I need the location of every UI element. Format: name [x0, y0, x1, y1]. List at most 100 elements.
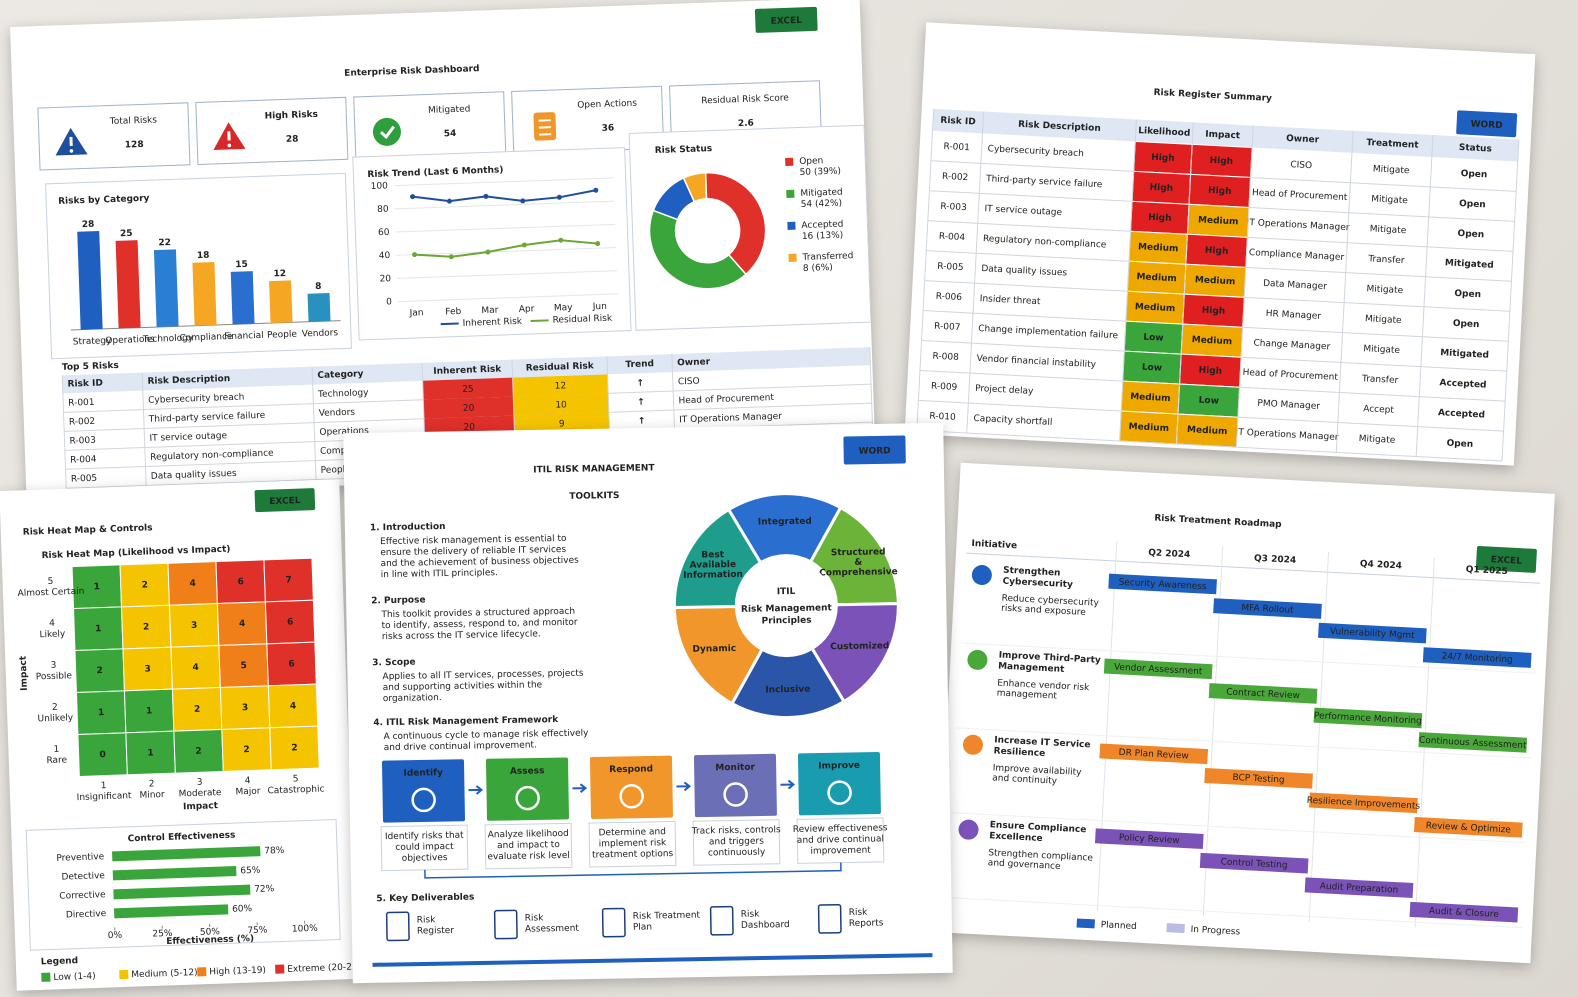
initiative-icon	[962, 734, 983, 755]
badge-label: EXCEL	[771, 16, 803, 27]
table-cell: Medium	[1130, 392, 1171, 404]
heatmap-sheet: EXCEL Risk Heat Map & Controls Risk Heat M…	[0, 479, 357, 991]
title: Risk Register Summary	[1153, 88, 1272, 104]
table-title: Top 5 Risks	[62, 361, 119, 373]
x-tick-label: Technology	[142, 333, 194, 345]
col-line	[1235, 125, 1254, 448]
heat-value: 1	[93, 582, 100, 592]
y-level: 3	[50, 661, 56, 671]
column-header: Residual Risk	[526, 361, 595, 373]
task-label: MFA Rollout	[1241, 603, 1294, 616]
table-cell: ↑	[637, 398, 645, 408]
x-tick-label: Mar	[481, 306, 499, 317]
heat-value: 2	[195, 747, 202, 757]
task-bar	[1213, 598, 1322, 619]
row-line	[947, 897, 1523, 929]
section-text: risks across the IT service lifecycle.	[382, 629, 541, 642]
step-icon	[723, 782, 748, 807]
task-label: Policy Review	[1119, 833, 1180, 846]
legend-value: 54 (42%)	[801, 199, 843, 210]
table-cell: R-009	[931, 382, 958, 393]
step-desc: Determine and	[598, 827, 666, 838]
step-name: Monitor	[715, 763, 755, 774]
table-cell: Mitigate	[1373, 164, 1411, 176]
bar	[112, 866, 237, 881]
y-label: Likely	[39, 629, 66, 640]
initiative-title: Increase IT Service	[994, 735, 1091, 750]
wheel-label: Available	[690, 560, 737, 571]
col-line	[1119, 119, 1137, 442]
table-cell: High	[1208, 186, 1232, 197]
initiative-title: Resilience	[993, 746, 1045, 759]
task-bar	[1304, 877, 1414, 898]
initiative-title: Management	[998, 661, 1065, 674]
table-cell: R-002	[942, 172, 969, 183]
task-bar	[1313, 707, 1423, 729]
line-point	[556, 194, 562, 200]
quarter-label: Q4 2024	[1360, 559, 1403, 571]
step-box	[797, 751, 881, 816]
wheel-segment	[726, 492, 843, 565]
col-line	[1501, 139, 1520, 462]
table-cell: Vendor financial instability	[976, 354, 1096, 370]
bar	[192, 261, 217, 326]
table-cell: High	[1198, 366, 1222, 377]
itil-sheet: WORD ITIL RISK MANAGEMENT TOOLKITS 1. Intro…	[343, 422, 953, 984]
kpi-value: 2.6	[738, 119, 754, 130]
task-label: Vulnerability Mgmt	[1330, 627, 1416, 641]
bar-value-label: 15	[235, 260, 248, 270]
feedback-loop	[424, 862, 842, 879]
legend-value: 16 (13%)	[802, 231, 844, 242]
table-cell: Mitigated	[1440, 348, 1489, 361]
step-arrow	[676, 781, 692, 792]
x-tick-label: Jun	[592, 302, 607, 313]
task-label: Vendor Assessment	[1114, 663, 1203, 678]
table-cell: Open	[1446, 439, 1473, 450]
table-cell: Accepted	[1438, 408, 1485, 420]
line-point	[446, 198, 452, 204]
task-label: DR Plan Review	[1118, 748, 1189, 762]
column-header: Trend	[625, 359, 654, 370]
table-cell: IT Operations Manager	[1235, 428, 1338, 443]
deliverable-label: Risk Treatment	[633, 911, 701, 922]
step-box	[485, 757, 569, 821]
legend-label: In Progress	[1190, 925, 1240, 938]
heat-value: 1	[146, 706, 153, 716]
table-cell: Open	[1454, 289, 1481, 300]
kpi-label: Total Risks	[109, 115, 158, 127]
section-text: and the achievement of business objectiv…	[380, 556, 579, 569]
bar	[77, 230, 103, 330]
wheel-label: Integrated	[758, 517, 812, 528]
table-cell: CISO	[678, 377, 700, 388]
badge	[843, 435, 906, 465]
heat-value: 5	[240, 661, 247, 671]
table-cell: Low	[1143, 333, 1164, 344]
table-cell: Technology	[317, 388, 369, 400]
table-cell: R-005	[937, 262, 964, 273]
badge-label: EXCEL	[269, 496, 301, 507]
step-desc: evaluate risk level	[487, 851, 570, 862]
chart-title: Risk Trend (Last 6 Months)	[367, 165, 503, 180]
deliverable-icon	[385, 911, 410, 942]
table-cell: Cybersecurity breach	[987, 144, 1084, 159]
table-cell: IT service outage	[984, 204, 1062, 218]
badge-label: WORD	[1470, 119, 1502, 131]
heat-value: 4	[239, 619, 246, 629]
footer-bar	[372, 953, 933, 967]
bar	[230, 271, 255, 325]
wheel-segment	[672, 604, 765, 706]
col-line	[311, 366, 317, 480]
register-sheet: WORD Risk Register Summary Risk ID Risk Des…	[904, 22, 1536, 466]
legend-swatch	[1076, 918, 1095, 929]
heat-value: 2	[96, 666, 103, 676]
x-tick-label: 25%	[152, 929, 173, 940]
table-cell: Compliance Manager	[1249, 248, 1345, 263]
quarter-label: Q2 2024	[1148, 548, 1191, 560]
section-text: to identify, assess, respond to, and mon…	[382, 618, 578, 631]
table-cell: Mitigate	[1358, 434, 1396, 446]
table-cell: Open	[1460, 169, 1487, 180]
step-icon	[411, 787, 436, 813]
grid-line	[397, 270, 617, 279]
row-line	[916, 429, 1503, 462]
